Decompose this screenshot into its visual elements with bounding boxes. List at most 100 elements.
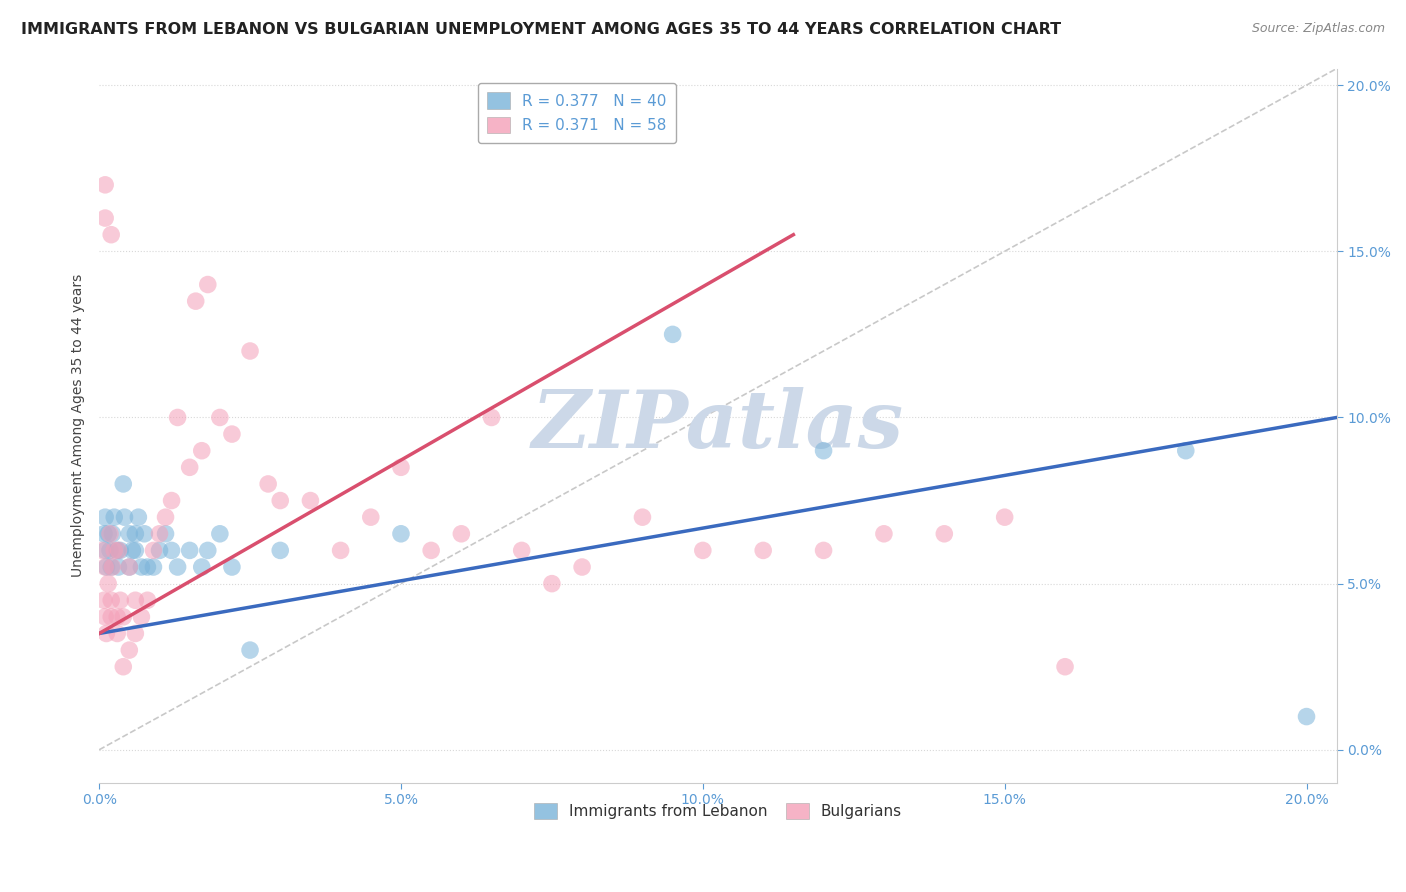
Point: [166, 410, 188, 425]
Point: [121, 543, 143, 558]
Point: [94, 510, 117, 524]
Point: [389, 460, 412, 475]
Point: [179, 543, 201, 558]
Point: [110, 593, 132, 607]
Point: [934, 526, 956, 541]
Point: [118, 643, 141, 657]
Point: [110, 543, 132, 558]
Point: [101, 560, 124, 574]
Point: [190, 443, 212, 458]
Point: [124, 543, 146, 558]
Point: [1295, 709, 1317, 723]
Point: [197, 543, 219, 558]
Point: [118, 560, 141, 574]
Point: [136, 593, 159, 607]
Point: [101, 526, 124, 541]
Point: [873, 526, 896, 541]
Point: [197, 277, 219, 292]
Point: [692, 543, 714, 558]
Point: [299, 493, 322, 508]
Point: [94, 543, 117, 558]
Point: [450, 526, 472, 541]
Point: [98, 526, 121, 541]
Point: [96, 560, 118, 574]
Point: [269, 543, 291, 558]
Point: [114, 510, 136, 524]
Point: [510, 543, 533, 558]
Point: [269, 493, 291, 508]
Point: [124, 593, 146, 607]
Point: [131, 560, 153, 574]
Point: [105, 610, 128, 624]
Point: [221, 427, 243, 442]
Text: Source: ZipAtlas.com: Source: ZipAtlas.com: [1251, 22, 1385, 36]
Point: [190, 560, 212, 574]
Text: ZIPatlas: ZIPatlas: [531, 387, 904, 465]
Point: [661, 327, 683, 342]
Point: [100, 610, 122, 624]
Point: [134, 526, 156, 541]
Legend: Immigrants from Lebanon, Bulgarians: Immigrants from Lebanon, Bulgarians: [527, 797, 908, 825]
Point: [360, 510, 382, 524]
Point: [160, 543, 183, 558]
Point: [118, 526, 141, 541]
Point: [93, 526, 115, 541]
Point: [112, 659, 135, 673]
Point: [94, 211, 117, 225]
Point: [179, 460, 201, 475]
Point: [420, 543, 443, 558]
Point: [107, 560, 129, 574]
Point: [155, 526, 177, 541]
Point: [100, 593, 122, 607]
Point: [118, 560, 141, 574]
Point: [94, 610, 117, 624]
Point: [813, 443, 835, 458]
Point: [221, 560, 243, 574]
Point: [571, 560, 593, 574]
Point: [91, 543, 114, 558]
Point: [136, 560, 159, 574]
Point: [1053, 659, 1076, 673]
Point: [389, 526, 412, 541]
Point: [142, 543, 165, 558]
Point: [142, 560, 165, 574]
Point: [329, 543, 352, 558]
Point: [160, 493, 183, 508]
Point: [97, 576, 120, 591]
Point: [124, 626, 146, 640]
Y-axis label: Unemployment Among Ages 35 to 44 years: Unemployment Among Ages 35 to 44 years: [72, 274, 86, 577]
Point: [112, 610, 135, 624]
Point: [100, 560, 122, 574]
Point: [148, 526, 170, 541]
Point: [631, 510, 654, 524]
Point: [93, 593, 115, 607]
Point: [105, 543, 128, 558]
Point: [166, 560, 188, 574]
Point: [94, 178, 117, 192]
Point: [127, 510, 149, 524]
Point: [100, 227, 122, 242]
Point: [994, 510, 1017, 524]
Point: [103, 543, 125, 558]
Point: [124, 526, 146, 541]
Point: [239, 643, 262, 657]
Point: [481, 410, 503, 425]
Point: [541, 576, 564, 591]
Point: [184, 294, 207, 309]
Point: [813, 543, 835, 558]
Point: [97, 526, 120, 541]
Text: IMMIGRANTS FROM LEBANON VS BULGARIAN UNEMPLOYMENT AMONG AGES 35 TO 44 YEARS CORR: IMMIGRANTS FROM LEBANON VS BULGARIAN UNE…: [21, 22, 1062, 37]
Point: [103, 510, 125, 524]
Point: [107, 543, 129, 558]
Point: [105, 626, 128, 640]
Point: [1174, 443, 1197, 458]
Point: [208, 410, 231, 425]
Point: [257, 477, 280, 491]
Point: [98, 543, 121, 558]
Point: [112, 477, 135, 491]
Point: [96, 626, 118, 640]
Point: [239, 344, 262, 359]
Point: [148, 543, 170, 558]
Point: [94, 560, 117, 574]
Point: [131, 610, 153, 624]
